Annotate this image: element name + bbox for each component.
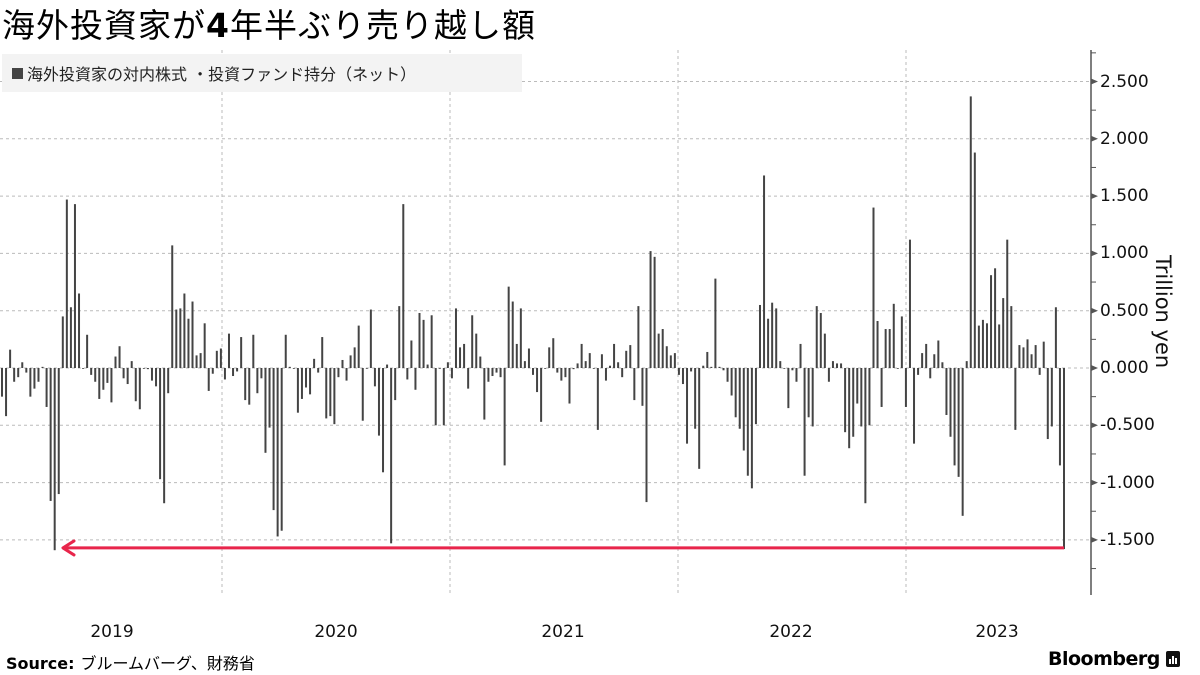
vertical-gridlines	[221, 50, 907, 595]
y-axis	[1090, 50, 1098, 595]
bloomberg-chart-icon	[1165, 651, 1180, 667]
y-axis-title: Trillion yen	[1151, 255, 1175, 369]
y-tick-label: 0.000	[1100, 358, 1149, 378]
y-tick-label: 2.000	[1100, 128, 1149, 149]
x-tick-label: 2020	[314, 622, 358, 642]
x-tick-label: 2023	[975, 622, 1019, 642]
y-tick-label: -1.500	[1100, 529, 1155, 550]
legend-swatch-icon	[12, 67, 23, 79]
y-tick-label: 2.500	[1100, 71, 1149, 92]
legend: 海外投資家の対内株式 ・投資ファンド持分（ネット）	[2, 54, 522, 92]
annotation-arrow	[61, 539, 1064, 557]
source-text: ブルームバーグ、財務省	[80, 654, 255, 673]
y-tick-label: 1.500	[1100, 186, 1149, 207]
source-note: Source: ブルームバーグ、財務省	[6, 650, 255, 674]
x-tick-label: 2022	[769, 622, 813, 642]
x-tick-label: 2021	[541, 622, 585, 642]
y-tick-label: 1.000	[1100, 243, 1149, 264]
brand-logo: Bloomberg	[1048, 648, 1180, 670]
y-tick-label: 0.500	[1100, 300, 1149, 321]
brand-name: Bloomberg	[1048, 648, 1160, 670]
y-tick-label: -0.500	[1100, 415, 1155, 436]
x-tick-label: 2019	[90, 622, 134, 642]
y-tick-label: -1.000	[1100, 472, 1155, 493]
bars	[1, 96, 1065, 551]
legend-label: 海外投資家の対内株式 ・投資ファンド持分（ネット）	[27, 65, 417, 84]
chart-title: 海外投資家が4年半ぶり売り越し額	[2, 6, 536, 45]
source-label: Source:	[6, 654, 75, 673]
